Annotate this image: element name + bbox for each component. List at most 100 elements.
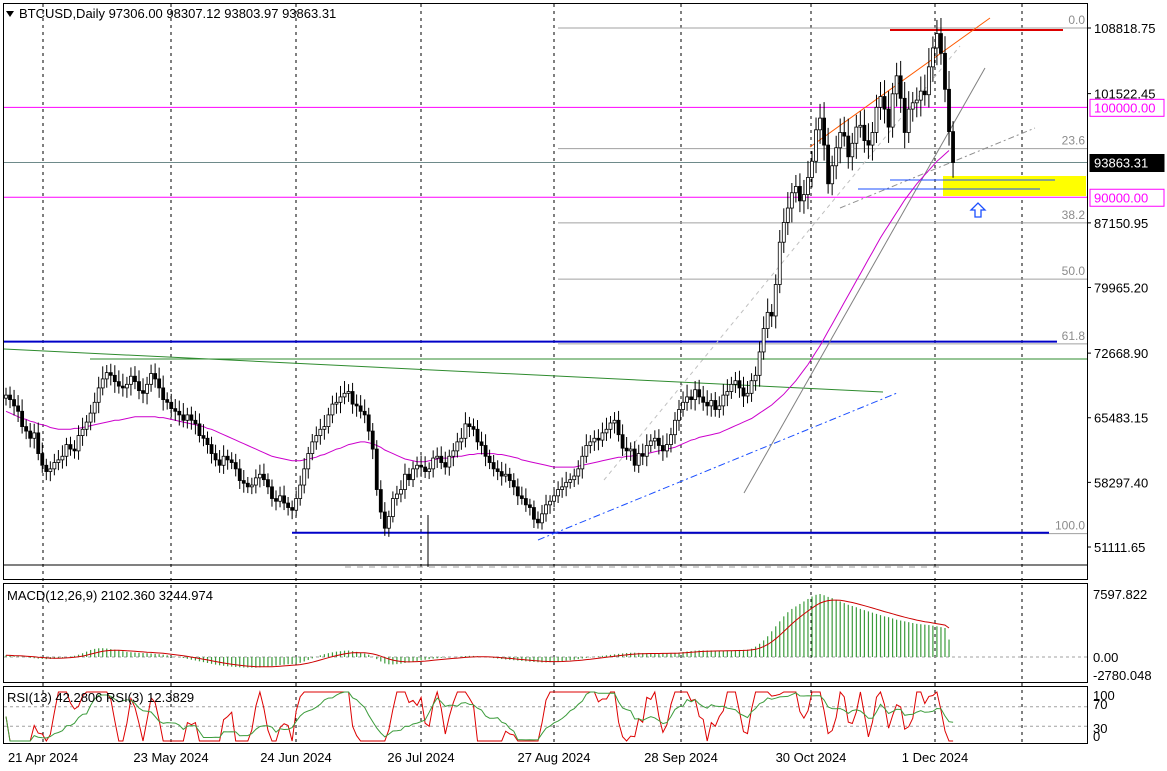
candle-up: [435, 455, 440, 459]
candle-down: [487, 455, 492, 463]
candle-up: [608, 422, 613, 430]
candle-up: [548, 500, 552, 506]
candle-up: [612, 419, 617, 424]
candle-down: [40, 453, 45, 466]
candle-up: [455, 441, 460, 452]
candle-up: [346, 391, 351, 394]
candle-up: [580, 455, 585, 470]
fib-label: 38.2: [1062, 208, 1086, 222]
candle-up: [540, 513, 544, 524]
candle-down: [842, 132, 847, 137]
candle-up: [100, 378, 105, 389]
candle-up: [850, 142, 855, 158]
candle-up: [717, 405, 722, 410]
candle-up: [789, 192, 794, 209]
candle-up: [773, 284, 778, 317]
candle-down: [282, 495, 286, 504]
macd-panel[interactable]: [3, 583, 1088, 683]
gray-channel-line: [743, 67, 986, 494]
x-axis-label: 1 Dec 2024: [902, 750, 969, 765]
candle-up: [806, 177, 810, 195]
candle-down: [201, 435, 206, 439]
candle-down: [407, 473, 411, 481]
candle-up: [918, 90, 923, 101]
candle-up: [221, 455, 226, 466]
rsi-tick-label: 30: [1093, 721, 1107, 736]
candle-up: [765, 311, 770, 329]
sma-line: [5, 150, 950, 468]
candle-down: [8, 394, 12, 401]
candle-down: [350, 391, 355, 405]
candle-up: [721, 394, 726, 407]
candle-down: [205, 437, 210, 445]
x-axis-label: 23 May 2024: [133, 750, 208, 765]
axis-layer: 21 Apr 2024 23 May 2024 24 Jun 2024 26 Jul …: [8, 21, 1165, 765]
candle-down: [197, 423, 202, 436]
candle-down: [471, 426, 476, 430]
candle-up: [145, 383, 149, 394]
candle-up: [636, 453, 641, 466]
candle-down: [378, 489, 383, 513]
candle-down: [161, 387, 166, 401]
candle-up: [677, 409, 681, 421]
collapse-triangle-icon[interactable]: [6, 11, 14, 17]
candle-down: [173, 408, 178, 412]
candle-up: [415, 464, 419, 470]
price-tick-label: 108818.75: [1094, 21, 1155, 36]
candle-up: [781, 222, 786, 243]
candle-up: [395, 493, 399, 499]
candle-up: [914, 99, 919, 104]
candle-down: [213, 453, 218, 461]
candle-up: [278, 495, 282, 502]
candle-down: [217, 459, 222, 466]
macd-tick-label: -2780.048: [1093, 668, 1152, 683]
candle-up: [665, 444, 669, 452]
candle-up: [60, 455, 65, 461]
price-tick-label: 87150.95: [1094, 216, 1148, 231]
candle-up: [342, 392, 347, 398]
candle-down: [153, 373, 158, 380]
price-tag: [1089, 98, 1165, 117]
candle-down: [902, 97, 907, 133]
candle-down: [193, 419, 198, 425]
candle-up: [745, 392, 750, 397]
candle-down: [116, 381, 121, 387]
candle-down: [528, 504, 532, 508]
candle-down: [519, 495, 524, 499]
x-axis-label: 28 Sep 2024: [644, 750, 718, 765]
candle-down: [72, 448, 77, 452]
candle-down: [358, 405, 363, 412]
candle-up: [447, 455, 452, 468]
candle-up: [403, 473, 407, 490]
candle-down: [499, 471, 504, 477]
candle-up: [386, 516, 391, 529]
candle-down: [44, 464, 49, 472]
candle-up: [709, 400, 714, 407]
macd-tick-label: 7597.822: [1093, 587, 1147, 602]
candle-down: [181, 414, 186, 421]
candle-up: [298, 484, 303, 499]
candle-down: [36, 432, 41, 454]
candle-up: [556, 489, 561, 497]
candle-down: [439, 455, 444, 463]
candle-up: [326, 414, 331, 427]
candle-up: [854, 126, 859, 144]
x-axis-label: 30 Oct 2024: [776, 750, 847, 765]
up-arrow-icon: [969, 202, 987, 218]
candle-down: [245, 482, 250, 488]
candle-up: [793, 186, 798, 194]
candle-up: [52, 462, 57, 470]
candle-down: [951, 131, 955, 163]
candle-up: [652, 437, 657, 442]
x-axis-label: 26 Jul 2024: [387, 750, 454, 765]
candle-down: [737, 380, 742, 389]
candle-down: [689, 396, 693, 401]
candle-up: [906, 108, 911, 133]
candle-up: [451, 450, 456, 457]
price-panel[interactable]: [3, 3, 1088, 580]
candle-up: [129, 375, 133, 385]
candle-up: [318, 428, 323, 436]
candle-up: [552, 495, 556, 502]
candle-up: [427, 468, 432, 472]
